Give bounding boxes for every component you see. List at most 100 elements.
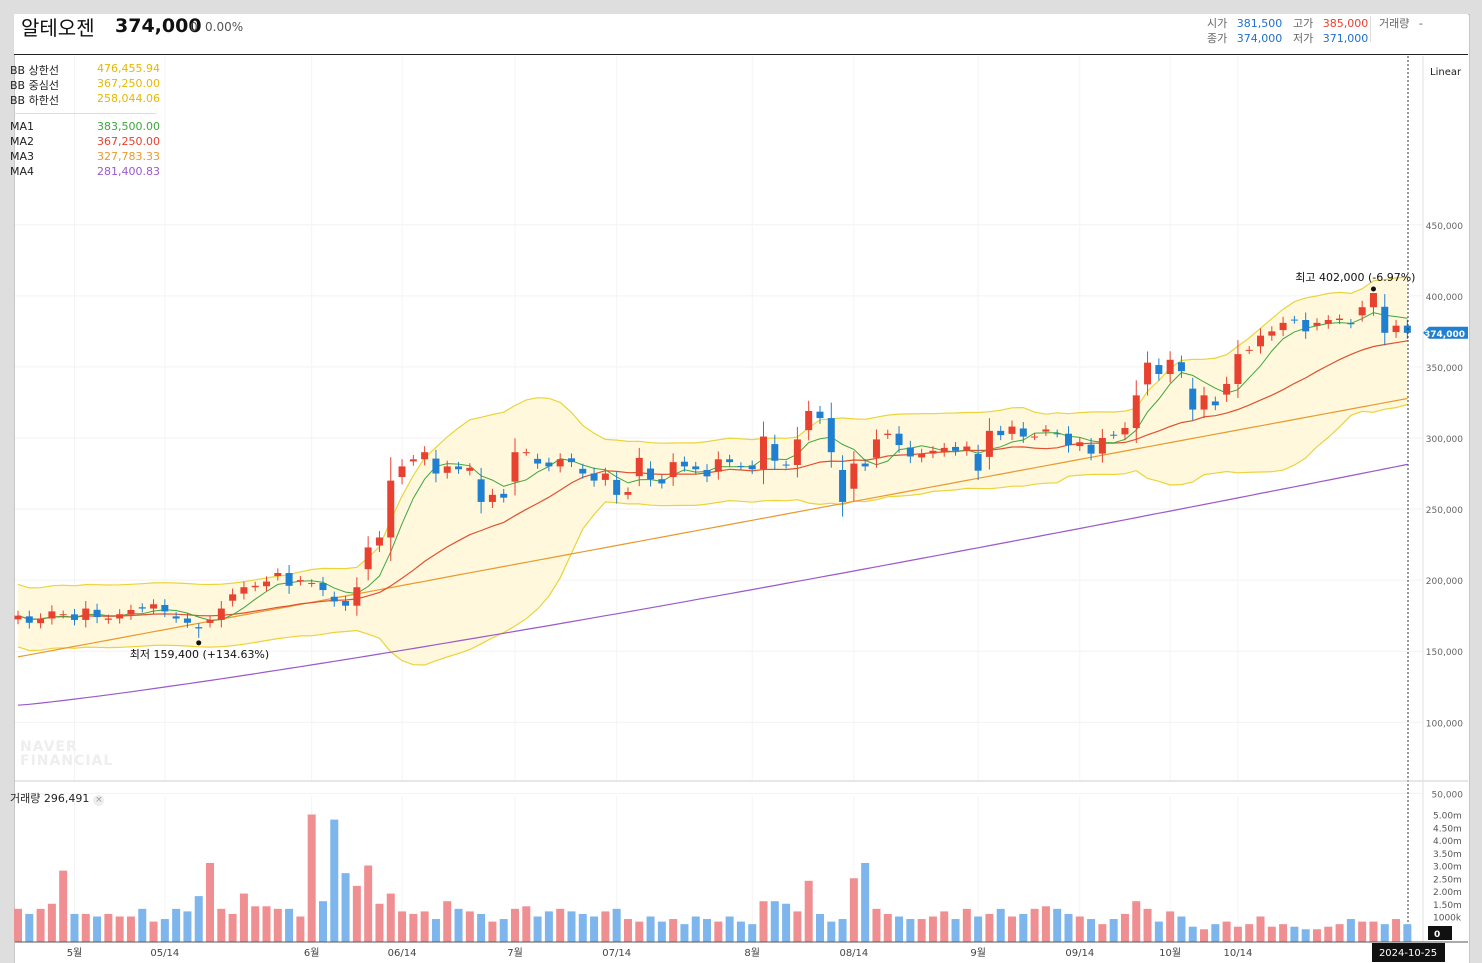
ma4-line: [17, 463, 1408, 706]
volume-bar-119: [1358, 921, 1367, 942]
bb-lower-line: [17, 403, 1408, 666]
price-tick-label-7: 400,000: [1426, 293, 1463, 303]
volume-bar-5: [70, 913, 79, 942]
candle-body-118: [1347, 322, 1355, 325]
open-label: 시가: [1207, 17, 1228, 30]
candle-body-4: [59, 614, 67, 616]
bollinger-band-fill: [18, 277, 1408, 665]
candle-body-113: [1290, 319, 1298, 321]
price-change-pct: 0.00%: [205, 20, 244, 34]
volume-bar-103: [1177, 916, 1186, 942]
volume-bar-8: [104, 913, 113, 942]
volume-bar-48: [556, 908, 565, 942]
volume-bar-73: [838, 919, 847, 942]
volume-bar-110: [1256, 916, 1265, 942]
volume-bar-78: [895, 916, 904, 942]
candle-body-97: [1110, 434, 1118, 436]
candle-body-43: [500, 493, 508, 498]
volume-bar-121: [1380, 924, 1389, 942]
candle-body-15: [183, 618, 191, 623]
candle-body-64: [737, 465, 745, 467]
volume-bar-96: [1098, 924, 1107, 942]
volume-bar-14: [172, 908, 181, 942]
volume-bar-104: [1188, 926, 1197, 942]
volume-bar-92: [1053, 908, 1062, 942]
x-tick-label-6: 8월: [744, 947, 760, 959]
volume-bar-69: [793, 911, 802, 942]
volume-bar-114: [1301, 929, 1310, 942]
candle-body-22: [263, 581, 271, 587]
volume-bar-2: [36, 908, 45, 942]
candle-body-82: [940, 447, 948, 452]
candle-body-24: [285, 573, 293, 586]
candle-body-49: [567, 458, 575, 463]
volume-bar-63: [725, 916, 734, 942]
volume-bar-115: [1312, 929, 1321, 942]
price-tick-label-4: 250,000: [1426, 506, 1463, 516]
ma1-line: [17, 312, 1408, 621]
header-divider: [1370, 16, 1371, 42]
watermark-line1: NAVER: [20, 739, 78, 755]
date-tag-bg: [1372, 943, 1445, 962]
volume-bar-10: [126, 916, 135, 942]
volume-bar-31: [364, 865, 373, 942]
volume-bar-47: [544, 911, 553, 942]
volume-bar-11: [138, 908, 147, 942]
volume-bar-16: [194, 896, 203, 942]
candle-body-38: [443, 466, 451, 473]
x-tick-label-1: 05/14: [150, 948, 179, 959]
volume-bar-118: [1346, 919, 1355, 942]
legend-ma3-value: 327,783.33: [97, 150, 160, 163]
volume-bar-43: [499, 919, 508, 942]
volume-bar-106: [1211, 924, 1220, 942]
legend-ma2-name: MA2: [10, 135, 35, 148]
candle-body-105: [1200, 395, 1208, 410]
candle-body-29: [342, 601, 350, 606]
candle-body-34: [398, 466, 406, 478]
candle-body-116: [1324, 320, 1332, 324]
candle-body-13: [161, 604, 169, 612]
price-tick-label-1: 100,000: [1426, 719, 1463, 729]
volume-bar-108: [1233, 926, 1242, 942]
candle-body-42: [488, 494, 496, 502]
volume-bar-77: [883, 913, 892, 942]
volume-bar-50: [578, 913, 587, 942]
volume-bar-102: [1166, 911, 1175, 942]
candle-body-65: [748, 465, 756, 470]
candle-body-44: [511, 452, 519, 482]
volume-bar-45: [522, 906, 531, 942]
volume-bar-27: [318, 901, 327, 942]
candle-body-56: [647, 468, 655, 480]
scale-mode-button[interactable]: Linear: [1430, 67, 1462, 78]
candle-body-18: [217, 608, 225, 620]
candle-body-104: [1189, 388, 1197, 410]
volume-bar-98: [1120, 913, 1129, 942]
candle-body-119: [1358, 307, 1366, 316]
bb-upper-line: [17, 276, 1408, 589]
volume-bar-33: [386, 893, 395, 942]
close-icon[interactable]: ×: [93, 795, 105, 806]
candle-body-81: [929, 450, 937, 454]
volume-tick-label-7: 4.50m: [1433, 824, 1462, 834]
volume-bar-117: [1335, 924, 1344, 942]
volume-bar-36: [420, 911, 429, 942]
volume-bar-111: [1267, 926, 1276, 942]
volume-tick-label-1: 1.50m: [1433, 901, 1462, 911]
close-label: 종가: [1207, 32, 1228, 45]
candle-body-117: [1336, 318, 1344, 321]
price-tick-label-5: 300,000: [1426, 435, 1463, 445]
candle-body-26: [308, 582, 316, 584]
candle-body-78: [895, 433, 903, 446]
price-tick-label-2: 150,000: [1426, 648, 1463, 658]
candle-body-17: [206, 619, 214, 623]
candle-body-21: [251, 585, 259, 588]
volume-bar-116: [1324, 926, 1333, 942]
candle-body-106: [1211, 401, 1219, 406]
candle-body-61: [703, 469, 711, 477]
candle-body-19: [229, 594, 237, 601]
candle-body-85: [974, 454, 982, 471]
candle-body-96: [1098, 437, 1106, 454]
x-tick-label-9: 09/14: [1065, 948, 1094, 959]
candle-body-121: [1381, 306, 1389, 333]
